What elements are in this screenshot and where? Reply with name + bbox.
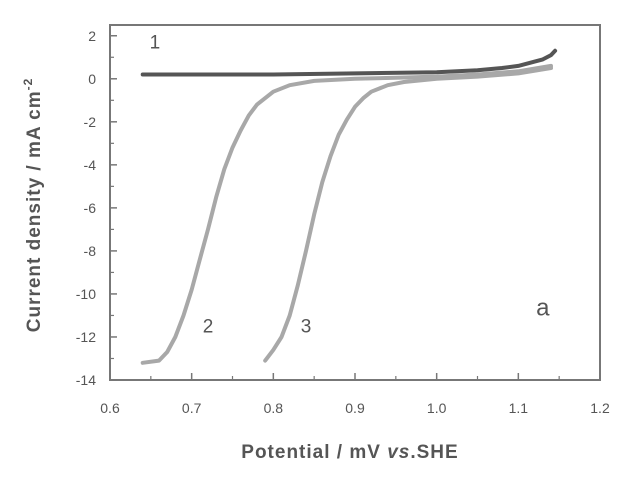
y-tick-label: -14	[76, 372, 96, 388]
series-line-1	[140, 48, 558, 77]
series-group	[140, 48, 558, 365]
y-tick-label: -2	[84, 114, 97, 130]
x-tick-label: 0.7	[182, 400, 202, 416]
y-tick-label: 0	[88, 71, 96, 87]
x-tick-label: 1.1	[509, 400, 529, 416]
x-tick-label: 0.9	[345, 400, 365, 416]
y-tick-label: 2	[88, 28, 96, 44]
series-line-2	[140, 63, 553, 365]
x-tick-label: 1.2	[590, 400, 610, 416]
curve-label-3: 3	[301, 317, 312, 338]
curve-labels: 1 2 3 a	[150, 33, 551, 338]
series-line-3	[263, 66, 553, 363]
y-tick-label: -4	[84, 157, 97, 173]
y-tick-label: -6	[84, 200, 97, 216]
y-tick-label: -8	[84, 243, 97, 259]
y-axis-ticks: 2 0 -2 -4 -6 -8 -10 -12 -14	[76, 28, 117, 388]
x-axis-ticks: 0.6 0.7 0.8 0.9 1.0 1.1 1.2	[100, 373, 610, 416]
x-tick-label: 0.8	[264, 400, 284, 416]
curve-label-2: 2	[203, 317, 214, 338]
x-tick-label: 1.0	[427, 400, 447, 416]
curve-label-1: 1	[150, 33, 161, 54]
x-tick-label: 0.6	[100, 400, 120, 416]
x-axis-title: Potential / mV vs.SHE	[241, 442, 458, 463]
y-tick-label: -10	[76, 286, 96, 302]
y-tick-label: -12	[76, 329, 96, 345]
y-axis-title: Current density / mA cm-2	[21, 78, 45, 333]
panel-label: a	[536, 294, 550, 321]
